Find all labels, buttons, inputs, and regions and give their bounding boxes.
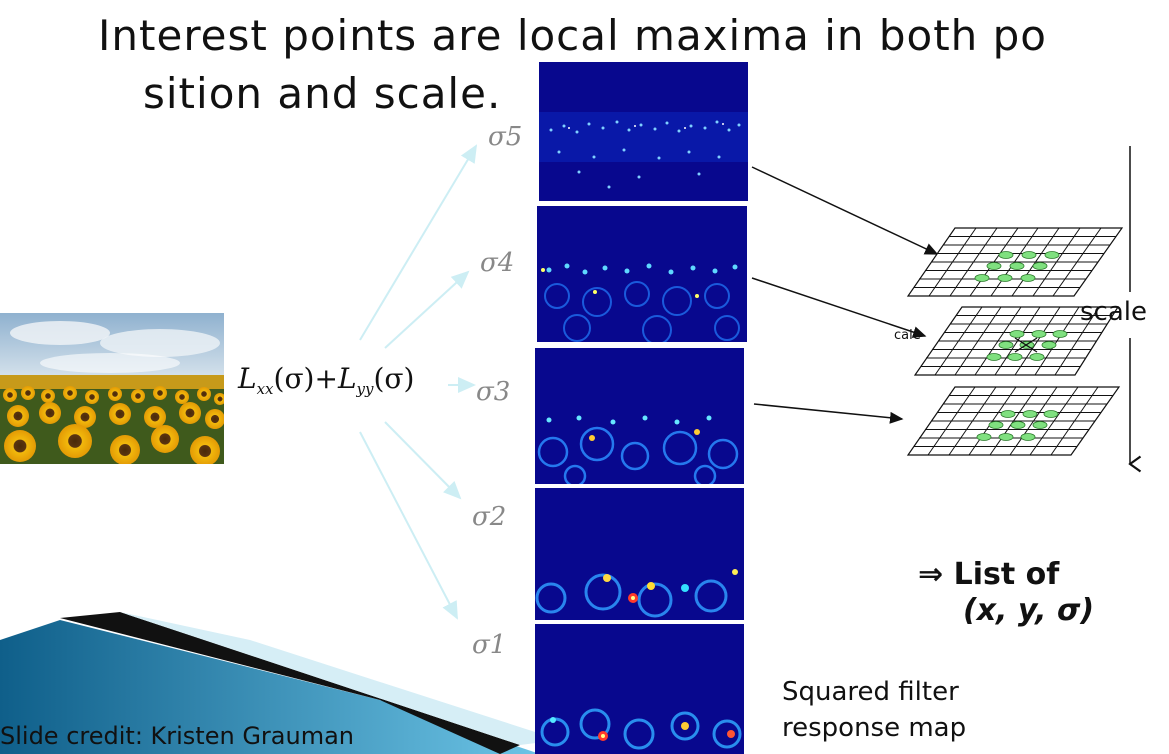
arrow-to-sigma2 <box>384 421 462 500</box>
title-line-1: Interest points are local maxima in both… <box>98 11 1047 60</box>
implies-arrow: ⇒ <box>918 557 944 592</box>
slide-credit: Slide credit: Kristen Grauman <box>0 722 354 750</box>
response-map-sigma5 <box>539 62 748 201</box>
response-map-caption: Squared filter response map <box>782 674 966 746</box>
sigma-label-3: σ3 <box>476 377 511 407</box>
formula-arg1: (σ) <box>273 362 315 395</box>
formula-arg2: (σ) <box>373 362 415 395</box>
sigma-label-2: σ2 <box>472 502 507 532</box>
sunflower-field-image <box>0 313 224 464</box>
arrow-to-sigma4 <box>384 270 470 349</box>
response-map-sigma3 <box>535 348 744 484</box>
arrow-sigma3-to-bottom-grid <box>753 403 904 424</box>
caption-line-1: Squared filter <box>782 677 959 707</box>
arrow-to-sigma1 <box>359 431 458 620</box>
banner-dark-band <box>60 612 520 754</box>
grid-bottom <box>906 386 1121 456</box>
laplacian-formula: Lxx(σ)+Lyy(σ) <box>238 362 414 398</box>
banner-blue-band <box>0 620 540 754</box>
sigma-label-5: σ5 <box>488 122 523 152</box>
tuple-text: (x, y, σ) <box>963 593 1095 628</box>
arrow-sigma5-to-top-grid <box>751 166 939 255</box>
list-of-text: List of <box>953 557 1060 592</box>
arrow-to-sigma5 <box>359 144 478 341</box>
grid-top <box>906 227 1124 297</box>
small-scale-label: cale <box>894 328 921 343</box>
scale-axis-label: scale <box>1080 297 1147 327</box>
formula-plus: + <box>314 362 338 395</box>
result-list: ⇒ List of (x, y, σ) <box>918 557 1094 628</box>
title-line-2: sition and scale. <box>143 69 502 118</box>
caption-line-2: response map <box>782 713 967 743</box>
formula-sub2: yy <box>356 380 374 398</box>
response-map-sigma2 <box>535 488 744 620</box>
formula-L2: L <box>337 362 357 395</box>
response-map-sigma4 <box>537 206 747 342</box>
formula-sub1: xx <box>256 380 274 398</box>
formula-L1: L <box>238 362 257 395</box>
banner-light-band <box>120 612 560 745</box>
grid-middle <box>913 306 1120 376</box>
sigma-label-4: σ4 <box>480 248 515 278</box>
response-map-sigma1 <box>535 624 744 754</box>
arrow-sigma4-to-mid-grid <box>751 277 927 338</box>
sigma-label-1: σ1 <box>472 630 507 660</box>
